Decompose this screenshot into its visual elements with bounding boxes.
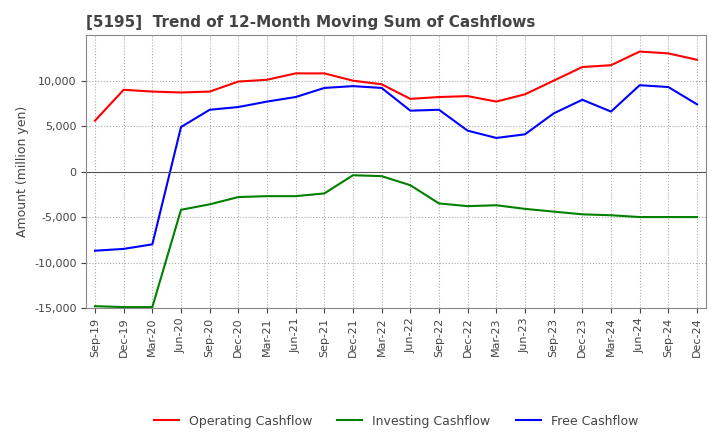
Free Cashflow — [635, 83, 644, 88]
Free Cashflow — [435, 107, 444, 112]
Operating Cashflow — [693, 57, 701, 62]
Operating Cashflow — [464, 93, 472, 99]
Operating Cashflow — [320, 71, 328, 76]
Investing Cashflow — [348, 172, 357, 178]
Operating Cashflow — [492, 99, 500, 104]
Free Cashflow — [263, 99, 271, 104]
Operating Cashflow — [120, 87, 128, 92]
Investing Cashflow — [205, 202, 214, 207]
Free Cashflow — [292, 95, 300, 100]
Investing Cashflow — [664, 214, 672, 220]
Legend: Operating Cashflow, Investing Cashflow, Free Cashflow: Operating Cashflow, Investing Cashflow, … — [149, 410, 643, 433]
Investing Cashflow — [148, 304, 157, 310]
Line: Investing Cashflow: Investing Cashflow — [95, 175, 697, 307]
Investing Cashflow — [578, 212, 587, 217]
Operating Cashflow — [292, 71, 300, 76]
Investing Cashflow — [320, 191, 328, 196]
Investing Cashflow — [435, 201, 444, 206]
Investing Cashflow — [377, 173, 386, 179]
Free Cashflow — [320, 85, 328, 91]
Investing Cashflow — [549, 209, 558, 214]
Operating Cashflow — [635, 49, 644, 54]
Operating Cashflow — [607, 62, 616, 68]
Free Cashflow — [464, 128, 472, 133]
Investing Cashflow — [607, 213, 616, 218]
Operating Cashflow — [549, 78, 558, 83]
Free Cashflow — [549, 111, 558, 116]
Investing Cashflow — [263, 194, 271, 199]
Free Cashflow — [348, 84, 357, 89]
Investing Cashflow — [292, 194, 300, 199]
Investing Cashflow — [635, 214, 644, 220]
Line: Operating Cashflow: Operating Cashflow — [95, 51, 697, 121]
Free Cashflow — [664, 84, 672, 90]
Free Cashflow — [492, 136, 500, 141]
Investing Cashflow — [492, 202, 500, 208]
Investing Cashflow — [464, 204, 472, 209]
Operating Cashflow — [435, 95, 444, 100]
Operating Cashflow — [377, 82, 386, 87]
Free Cashflow — [234, 104, 243, 110]
Investing Cashflow — [521, 206, 529, 212]
Operating Cashflow — [263, 77, 271, 82]
Operating Cashflow — [205, 89, 214, 94]
Free Cashflow — [693, 102, 701, 107]
Free Cashflow — [377, 85, 386, 91]
Text: [5195]  Trend of 12-Month Moving Sum of Cashflows: [5195] Trend of 12-Month Moving Sum of C… — [86, 15, 536, 30]
Line: Free Cashflow: Free Cashflow — [95, 85, 697, 251]
Free Cashflow — [607, 109, 616, 114]
Free Cashflow — [91, 248, 99, 253]
Operating Cashflow — [578, 64, 587, 70]
Operating Cashflow — [521, 92, 529, 97]
Operating Cashflow — [348, 78, 357, 83]
Free Cashflow — [521, 132, 529, 137]
Investing Cashflow — [234, 194, 243, 200]
Investing Cashflow — [91, 304, 99, 309]
Free Cashflow — [205, 107, 214, 112]
Operating Cashflow — [91, 118, 99, 123]
Investing Cashflow — [176, 207, 185, 213]
Y-axis label: Amount (million yen): Amount (million yen) — [16, 106, 29, 237]
Operating Cashflow — [148, 89, 157, 94]
Free Cashflow — [120, 246, 128, 252]
Investing Cashflow — [120, 304, 128, 310]
Free Cashflow — [148, 242, 157, 247]
Operating Cashflow — [234, 79, 243, 84]
Operating Cashflow — [664, 51, 672, 56]
Operating Cashflow — [406, 96, 415, 102]
Free Cashflow — [578, 97, 587, 103]
Operating Cashflow — [176, 90, 185, 95]
Investing Cashflow — [693, 214, 701, 220]
Investing Cashflow — [406, 183, 415, 188]
Free Cashflow — [176, 125, 185, 130]
Free Cashflow — [406, 108, 415, 114]
